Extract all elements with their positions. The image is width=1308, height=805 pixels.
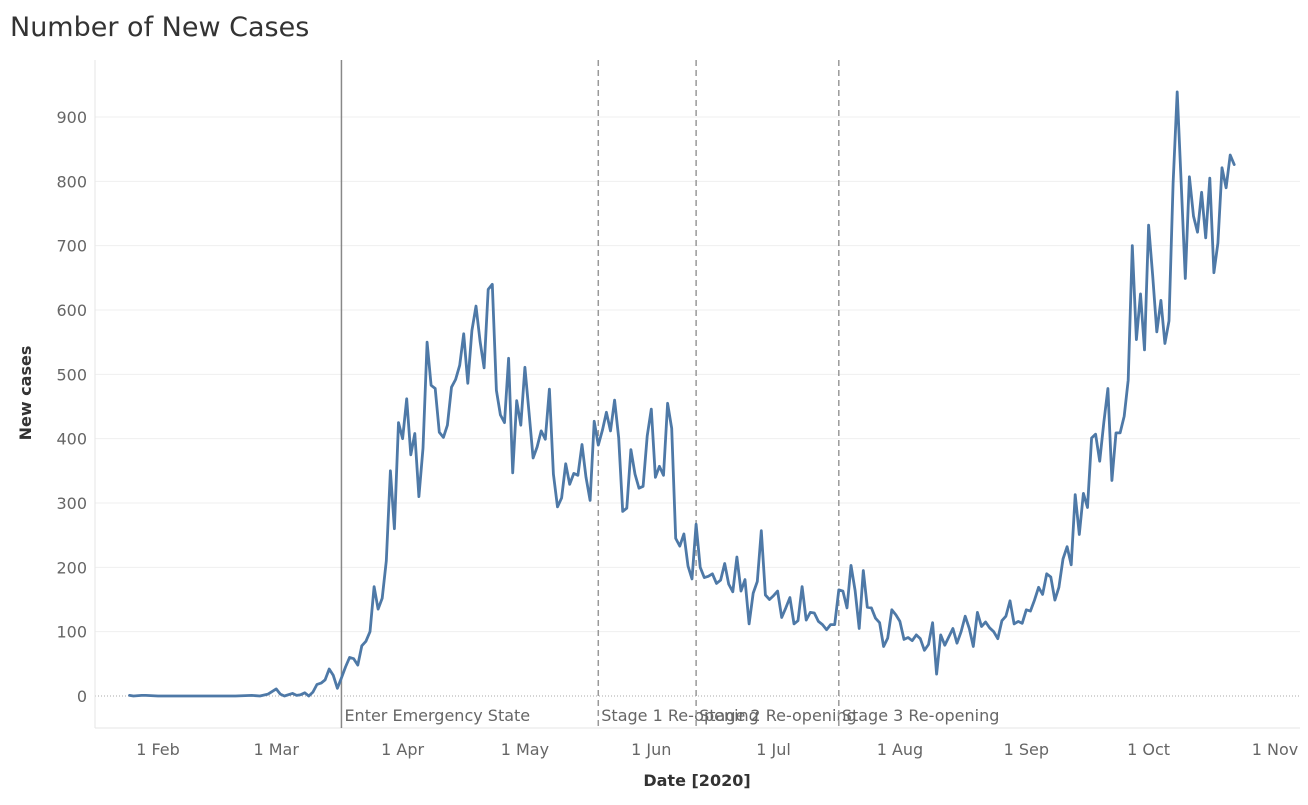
series-lines — [128, 90, 1236, 698]
y-tick-label: 500 — [56, 365, 87, 384]
y-tick-label: 600 — [56, 301, 87, 320]
x-tick-label: 1 Jul — [756, 740, 791, 759]
series-line — [128, 90, 1236, 698]
x-tick-label: 1 Sep — [1004, 740, 1049, 759]
reference-line-label: Stage 1 Re-opening — [601, 706, 759, 725]
reference-line-label: Stage 3 Re-opening — [842, 706, 1000, 725]
y-tick-label: 800 — [56, 172, 87, 191]
x-axis-ticks: 1 Feb 1 Mar 1 Apr 1 May 1 Jun 1 Jul 1 Aug 1 Sep… — [136, 740, 1298, 759]
y-axis-ticks: 0 100 200 300 400 500 600 700 800 900 — [56, 108, 87, 706]
x-tick-label: 1 Jun — [631, 740, 671, 759]
y-tick-label: 700 — [56, 237, 87, 256]
x-tick-label: 1 Mar — [253, 740, 299, 759]
x-tick-label: 1 Feb — [136, 740, 180, 759]
y-tick-label: 300 — [56, 494, 87, 513]
x-tick-label: 1 May — [501, 740, 549, 759]
y-tick-label: 200 — [56, 558, 87, 577]
annotations: Enter Emergency State Stage 1 Re-openingS… — [340, 60, 1000, 728]
x-tick-label: 1 Aug — [877, 740, 924, 759]
y-tick-label: 0 — [77, 687, 87, 706]
x-axis-title: Date [2020] — [643, 771, 750, 790]
x-tick-label: 1 Nov — [1252, 740, 1299, 759]
gridlines — [95, 116, 1300, 697]
y-tick-label: 900 — [56, 108, 87, 127]
x-tick-label: 1 Oct — [1127, 740, 1170, 759]
plot-frame — [94, 60, 1300, 729]
y-axis-title: New cases — [16, 346, 35, 441]
reference-line-label: Enter Emergency State — [344, 706, 530, 725]
chart-title: Number of New Cases — [10, 12, 310, 43]
reference-line-label: Stage 2 Re-opening — [699, 706, 857, 725]
y-tick-label: 100 — [56, 623, 87, 642]
x-tick-label: 1 Apr — [381, 740, 424, 759]
y-tick-label: 400 — [56, 430, 87, 449]
